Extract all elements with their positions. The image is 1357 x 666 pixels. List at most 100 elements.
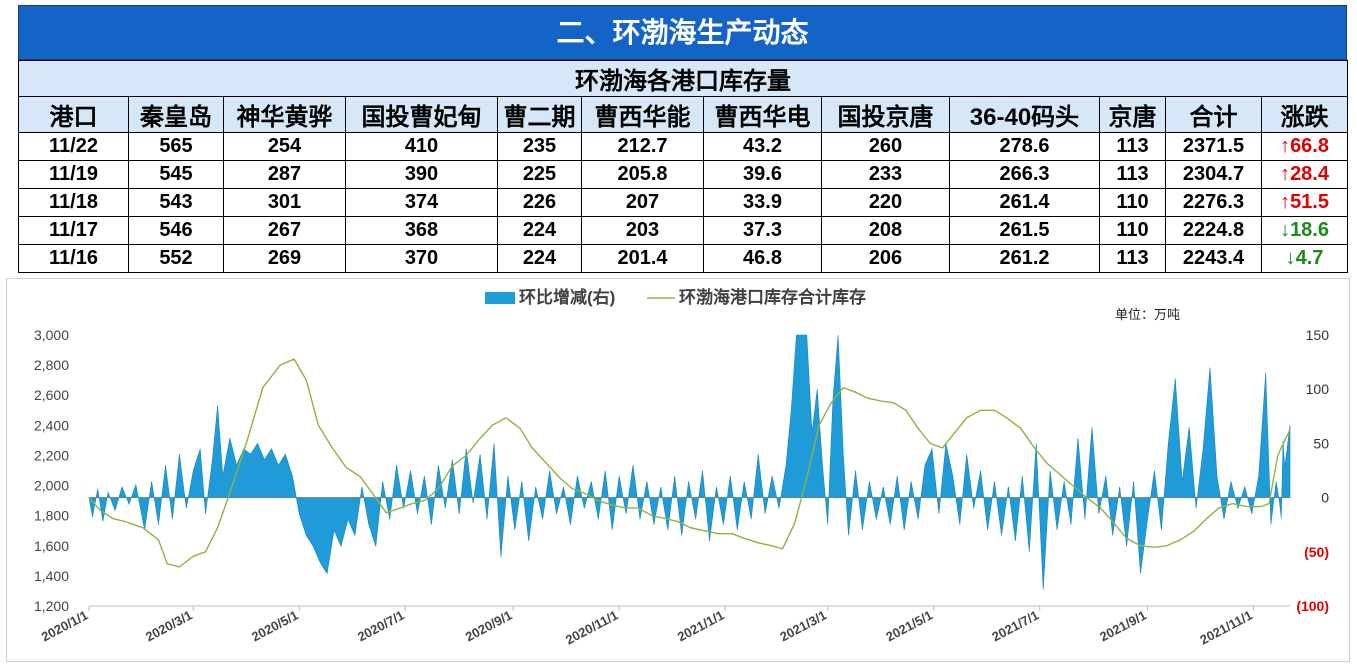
table-cell: 368 [345,216,498,245]
table-title: 环渤海各港口库存量 [17,60,1349,97]
table-cell: 254 [223,132,346,161]
table-cell: 543 [128,188,224,217]
column-header: 国投京唐 [821,96,950,133]
table-cell: 43.2 [703,132,822,161]
x-tick-label: 2020/7/1 [355,607,407,644]
y-right-tick-label: (50) [1304,544,1329,560]
table-cell: 266.3 [949,160,1100,189]
table-cell: 226 [497,188,582,217]
table-cell: 205.8 [581,160,704,189]
y-left-tick-label: 2,000 [34,478,69,494]
table-cell: 225 [497,160,582,189]
y-left-tick-label: 2,200 [34,447,69,463]
table-cell: 212.7 [581,132,704,161]
date-cell: 11/22 [18,132,129,161]
date-cell: 11/16 [18,244,129,273]
change-cell: ↓18.6 [1260,216,1349,245]
column-header: 秦皇岛 [128,96,224,133]
table-cell: 206 [821,244,950,273]
table-cell: 46.8 [703,244,822,273]
x-tick-label: 2020/11/1 [563,607,620,647]
y-left-tick-label: 2,800 [34,357,69,373]
table-header-row: 港口 秦皇岛 神华黄骅 国投曹妃甸 曹二期 曹西华能 曹西华电 国投京唐 36-40码头 京唐 合计… [18,96,1349,133]
x-tick-label: 2021/5/1 [883,607,935,644]
y-left-tick-label: 1,600 [34,538,69,554]
table-cell: 261.4 [949,188,1100,217]
y-right-tick-label: 50 [1313,435,1329,451]
y-left-tick-label: 2,600 [34,387,69,403]
y-left-tick-label: 1,200 [34,598,69,614]
table-cell: 203 [581,216,704,245]
table-cell: 113 [1099,132,1166,161]
table-cell: 390 [345,160,498,189]
column-header: 合计 [1165,96,1262,133]
x-tick-label: 2021/9/1 [1097,607,1149,644]
table-cell: 235 [497,132,582,161]
table-cell: 2371.5 [1165,132,1262,161]
y-right-tick-label: (100) [1296,598,1329,614]
series-change-area [88,334,1291,590]
column-header: 港口 [18,96,129,133]
table-cell: 374 [345,188,498,217]
table-row: 11/19 545 287 390 225 205.8 39.6 233 266.3 113 230… [18,160,1349,189]
change-cell: ↑66.8 [1260,132,1349,161]
table-cell: 301 [223,188,346,217]
table-cell: 565 [128,132,224,161]
y-left-tick-label: 1,400 [34,568,69,584]
x-tick-label: 2021/7/1 [989,607,1041,644]
legend-swatch-area [485,292,515,304]
column-header: 京唐 [1099,96,1166,133]
table-cell: 220 [821,188,950,217]
table-cell: 260 [821,132,950,161]
table-cell: 113 [1099,160,1166,189]
column-header: 国投曹妃甸 [345,96,498,133]
section-banner: 二、环渤海生产动态 [18,5,1347,60]
table-cell: 224 [497,244,582,273]
y-right-tick-label: 0 [1321,490,1329,506]
x-tick-label: 2021/3/1 [777,607,829,644]
x-tick-label: 2021/11/1 [1197,607,1254,647]
table-row: 11/17 546 267 368 224 203 37.3 208 261.5 110 2224.… [18,216,1349,245]
table-cell: 110 [1099,188,1166,217]
table-cell: 39.6 [703,160,822,189]
x-tick-label: 2021/1/1 [675,607,727,644]
banner-title: 二、环渤海生产动态 [556,17,809,48]
column-header: 36-40码头 [949,96,1100,133]
table-cell: 201.4 [581,244,704,273]
change-cell: ↑28.4 [1260,160,1349,189]
change-cell: ↓4.7 [1260,244,1349,273]
table-cell: 33.9 [703,188,822,217]
column-header: 曹西华能 [581,96,704,133]
y-left-tick-label: 2,400 [34,417,69,433]
table-row: 11/18 543 301 374 226 207 33.9 220 261.4 110 2276.… [18,188,1349,217]
x-tick-label: 2020/3/1 [143,607,195,644]
inventory-chart: 环比增减(右) 环渤海港口库存合计库存 单位：万吨 3,000 2,800 2,600 2,… [6,278,1350,662]
table-cell: 261.5 [949,216,1100,245]
table-cell: 261.2 [949,244,1100,273]
change-cell: ↑51.5 [1260,188,1349,217]
y-left-tick-label: 3,000 [34,327,69,343]
table-row: 11/22 565 254 410 235 212.7 43.2 260 278.6 113 237… [18,132,1349,161]
port-inventory-table: 环渤海各港口库存量 港口 秦皇岛 神华黄骅 国投曹妃甸 曹二期 曹西华能 曹西华电 国投京唐 3… [17,60,1349,273]
date-cell: 11/17 [18,216,129,245]
y-right-tick-label: 100 [1306,381,1330,397]
table-cell: 2304.7 [1165,160,1262,189]
table-cell: 207 [581,188,704,217]
table-cell: 224 [497,216,582,245]
column-header: 曹二期 [497,96,582,133]
table-cell: 267 [223,216,346,245]
y-left-tick-label: 1,800 [34,508,69,524]
date-cell: 11/19 [18,160,129,189]
column-header: 神华黄骅 [223,96,346,133]
table-cell: 370 [345,244,498,273]
table-cell: 552 [128,244,224,273]
series-inventory-line [88,358,1291,568]
column-header: 涨跌 [1260,96,1349,133]
table-cell: 278.6 [949,132,1100,161]
table-cell: 545 [128,160,224,189]
y-right-tick-label: 150 [1306,327,1330,343]
legend-label: 环比增减(右) [519,287,615,307]
date-cell: 11/18 [18,188,129,217]
table-cell: 113 [1099,244,1166,273]
